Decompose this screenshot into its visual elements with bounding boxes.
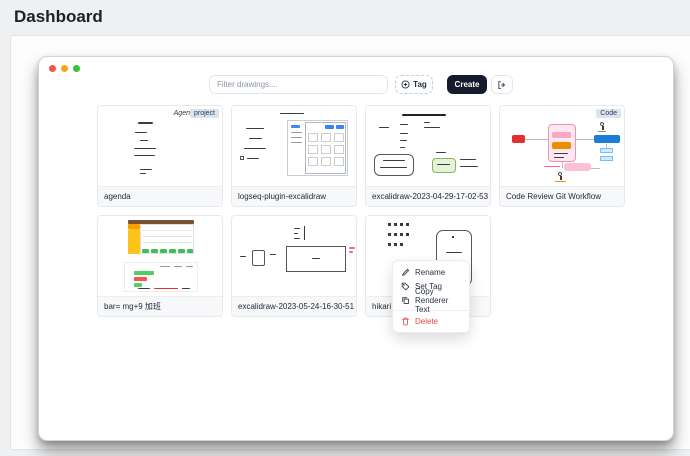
pencil-icon (401, 268, 410, 277)
minimize-window-icon[interactable] (61, 65, 68, 72)
drawing-title: excalidraw-2023-04-29-17-02-53 (366, 186, 490, 206)
drawing-thumbnail (366, 106, 490, 186)
drawing-card-agenda[interactable]: Agen project agenda (97, 105, 223, 207)
menu-item-label: Copy Renderer Text (415, 286, 449, 314)
tag-icon (401, 282, 410, 291)
drawing-title: agenda (98, 186, 222, 206)
drawing-thumbnail (98, 216, 222, 296)
copy-icon (401, 296, 410, 305)
toolbar: Tag Create (39, 71, 673, 95)
menu-item-label: Delete (415, 316, 439, 326)
menu-divider (393, 310, 469, 311)
tag-badge: project (189, 109, 219, 118)
drawing-title: excalidraw-2023-05-24-16-30-51 (232, 296, 356, 316)
app-window: Tag Create Agen project (38, 56, 674, 441)
window-controls (49, 65, 80, 72)
trash-icon (401, 317, 410, 326)
menu-item-rename[interactable]: Rename (393, 265, 469, 279)
menu-item-copy-renderer-text[interactable]: Copy Renderer Text (393, 287, 469, 314)
page-title: Dashboard (14, 7, 103, 26)
plus-circle-icon (401, 80, 410, 89)
context-menu: Rename Set Tag Copy Renderer Text (392, 260, 470, 333)
tag-button[interactable]: Tag (395, 75, 433, 94)
menu-item-label: Set Tag (415, 281, 442, 291)
drawing-card-bar-chart[interactable]: bar= mg+9 加班 (97, 215, 223, 317)
tag-badge: Code (596, 109, 621, 118)
dashboard-panel: Tag Create Agen project (10, 35, 690, 450)
thumbnail-handwriting-text: Agen (173, 110, 190, 117)
drawing-thumbnail: Agen project (98, 106, 222, 186)
drawing-card-code-review[interactable]: Code (499, 105, 625, 207)
drawing-card-2023-04-29[interactable]: excalidraw-2023-04-29-17-02-53 (365, 105, 491, 207)
drawing-thumbnail: Code (500, 106, 624, 186)
drawing-title: bar= mg+9 加班 (98, 296, 222, 316)
export-button[interactable] (491, 75, 513, 94)
menu-item-label: Rename (415, 267, 446, 277)
menu-item-delete[interactable]: Delete (393, 314, 469, 328)
drawing-thumbnail (232, 106, 356, 186)
menu-item-set-tag[interactable]: Set Tag (393, 279, 469, 293)
drawing-thumbnail (232, 216, 356, 296)
close-window-icon[interactable] (49, 65, 56, 72)
drawing-card-logseq-plugin[interactable]: logseq-plugin-excalidraw (231, 105, 357, 207)
zoom-window-icon[interactable] (73, 65, 80, 72)
drawing-card-2023-05-24[interactable]: excalidraw-2023-05-24-16-30-51 (231, 215, 357, 317)
drawing-title: Code Review Git Workflow (500, 186, 624, 206)
exit-export-icon (497, 80, 507, 90)
drawing-title: logseq-plugin-excalidraw (232, 186, 356, 206)
tag-button-label: Tag (413, 80, 427, 89)
filter-drawings-input[interactable] (209, 75, 388, 94)
create-button-label: Create (454, 80, 480, 89)
create-button[interactable]: Create (447, 75, 487, 94)
